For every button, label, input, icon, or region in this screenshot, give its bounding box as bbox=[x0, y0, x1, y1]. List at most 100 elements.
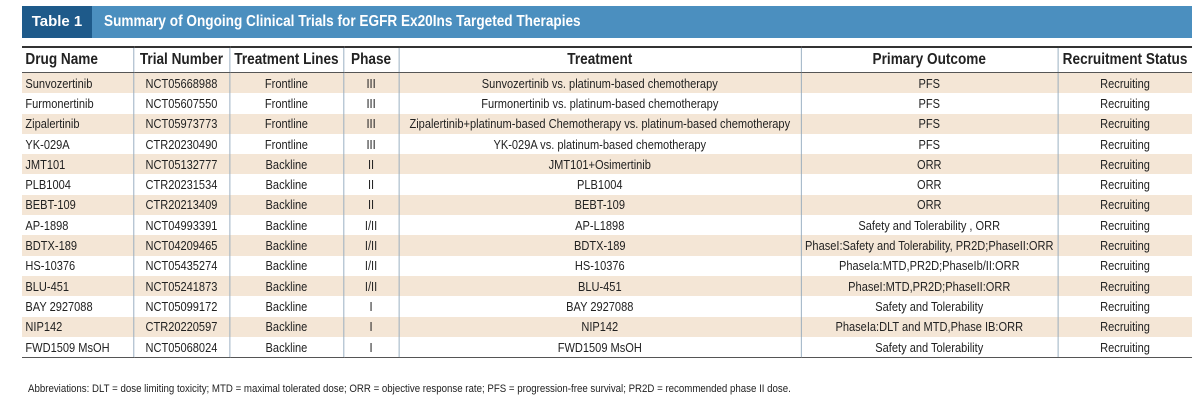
table-cell: Sunvozertinib vs. platinum-based chemoth… bbox=[398, 72, 801, 94]
table-cell: BLU-451 bbox=[22, 275, 134, 297]
table-row: BAY 2927088 NCT05099172 Backline I BAY 29270… bbox=[22, 296, 1193, 317]
table-cell: PFS bbox=[800, 93, 1058, 114]
table-cell: BEBT-109 bbox=[22, 194, 134, 216]
table-cell: II bbox=[342, 174, 399, 195]
column-header: Treatment bbox=[398, 46, 801, 73]
table-cell: ORR bbox=[800, 194, 1058, 216]
table-cell: PhaseIa:MTD,PR2D;PhaseIb/II:ORR bbox=[800, 255, 1058, 276]
table-cell: JMT101 bbox=[22, 154, 134, 175]
table-row: BDTX-189 NCT04209465 Backline I/II BDTX-189 P… bbox=[22, 235, 1193, 256]
table-cell: Frontline bbox=[229, 113, 344, 134]
table-cell: I/II bbox=[342, 215, 399, 236]
table-cell: NIP142 bbox=[398, 316, 801, 337]
table-cell: JMT101+Osimertinib bbox=[398, 154, 801, 175]
table-row: Zipalertinib NCT05973773 Frontline III Zipal… bbox=[22, 113, 1193, 134]
table-cell: Zipalertinib+platinum-based Chemotherapy… bbox=[398, 113, 801, 134]
table-cell: Frontline bbox=[229, 72, 344, 94]
table-row: Sunvozertinib NCT05668988 Frontline III Sunv… bbox=[22, 72, 1193, 94]
table-row: BLU-451 NCT05241873 Backline I/II BLU-451 Pha… bbox=[22, 275, 1193, 297]
table-cell: Recruiting bbox=[1057, 72, 1193, 94]
table-cell: II bbox=[342, 194, 399, 216]
table-cell: Recruiting bbox=[1057, 113, 1193, 134]
column-header: Phase bbox=[342, 46, 399, 73]
table-cell: YK-029A vs. platinum-based chemotherapy bbox=[398, 133, 801, 155]
table-cell: NCT04993391 bbox=[132, 215, 230, 236]
table-body: Sunvozertinib NCT05668988 Frontline III Sunv… bbox=[22, 72, 1193, 359]
footnote: Abbreviations: DLT = dose limiting toxic… bbox=[28, 383, 791, 395]
table-cell: BAY 2927088 bbox=[398, 296, 801, 317]
table-cell: Backline bbox=[229, 296, 344, 317]
table-cell: Recruiting bbox=[1057, 336, 1193, 359]
table-cell: PhaseIa:DLT and MTD,Phase IB:ORR bbox=[800, 316, 1058, 337]
table-cell: NCT05973773 bbox=[132, 113, 230, 134]
table-cell: NCT05607550 bbox=[132, 93, 230, 114]
table-cell: III bbox=[342, 72, 399, 94]
table-cell: ORR bbox=[800, 154, 1058, 175]
table-cell: Backline bbox=[229, 235, 344, 256]
table-cell: Recruiting bbox=[1057, 215, 1193, 236]
table-cell: Recruiting bbox=[1057, 255, 1193, 276]
table-cell: FWD1509 MsOH bbox=[398, 336, 801, 359]
table-row: Furmonertinib NCT05607550 Frontline III Furm… bbox=[22, 93, 1193, 114]
table-cell: PFS bbox=[800, 113, 1058, 134]
table-cell: Furmonertinib bbox=[25, 95, 94, 111]
table-cell: NIP142 bbox=[22, 316, 134, 337]
table-cell: FWD1509 MsOH bbox=[22, 336, 134, 359]
table-row: AP-1898 NCT04993391 Backline I/II AP-L1898 Sa… bbox=[22, 215, 1193, 236]
column-header: Recruitment Status bbox=[1057, 46, 1193, 73]
table-cell: NCT05068024 bbox=[132, 336, 230, 359]
table-cell: CTR20220597 bbox=[132, 316, 230, 337]
table-cell: PLB1004 bbox=[398, 174, 801, 195]
table-cell: Recruiting bbox=[1057, 133, 1193, 155]
table-cell: Frontline bbox=[229, 93, 344, 114]
title-bar: Table 1 Summary of Ongoing Clinical Tria… bbox=[22, 6, 1192, 38]
table-cell: NCT04209465 bbox=[132, 235, 230, 256]
table-row: NIP142 CTR20220597 Backline I NIP142 PhaseIa:… bbox=[22, 316, 1193, 337]
table-cell: Recruiting bbox=[1057, 174, 1193, 195]
table-cell: BEBT-109 bbox=[398, 194, 801, 216]
table-cell: BDTX-189 bbox=[398, 235, 801, 256]
table-cell: III bbox=[342, 133, 399, 155]
table-cell: PLB1004 bbox=[25, 177, 71, 193]
table-cell: NCT05241873 bbox=[132, 275, 230, 297]
table-cell: NCT05132777 bbox=[132, 154, 230, 175]
table-cell: I/II bbox=[342, 275, 399, 297]
table-label: Table 1 bbox=[22, 6, 92, 38]
table: Drug Name Trial Number Treatment Lines Phas… bbox=[22, 46, 1193, 359]
table-cell: Safety and Tolerability bbox=[800, 336, 1058, 359]
table-cell: I/II bbox=[342, 255, 399, 276]
column-header: Primary Outcome bbox=[800, 46, 1058, 73]
table-title: Summary of Ongoing Clinical Trials for E… bbox=[104, 13, 581, 30]
table-cell: III bbox=[342, 93, 399, 114]
column-header: Treatment Lines bbox=[229, 46, 344, 73]
table-cell: NCT05099172 bbox=[132, 296, 230, 317]
column-header: Trial Number bbox=[132, 46, 230, 73]
table-cell: PFS bbox=[800, 133, 1058, 155]
table-cell: NCT05435274 bbox=[132, 255, 230, 276]
table-cell: Backline bbox=[229, 255, 344, 276]
table-cell: I bbox=[342, 296, 399, 317]
table-cell: BAY 2927088 bbox=[25, 298, 93, 314]
table-cell: Backline bbox=[229, 174, 344, 195]
table-cell: Backline bbox=[229, 275, 344, 297]
table-cell: PhaseI:Safety and Tolerability, PR2D;Pha… bbox=[800, 235, 1058, 256]
table-cell: Backline bbox=[229, 194, 344, 216]
table-row: FWD1509 MsOH NCT05068024 Backline I FWD1509 … bbox=[22, 336, 1193, 359]
table-cell: II bbox=[342, 154, 399, 175]
table-row: PLB1004 CTR20231534 Backline II PLB1004 ORR Re… bbox=[22, 174, 1193, 195]
table-cell: Furmonertinib vs. platinum-based chemoth… bbox=[398, 93, 801, 114]
table-cell: III bbox=[342, 113, 399, 134]
table-cell: CTR20231534 bbox=[132, 174, 230, 195]
table-cell: Backline bbox=[229, 336, 344, 359]
table-cell: PFS bbox=[800, 72, 1058, 94]
table-cell: I bbox=[342, 336, 399, 359]
table-cell: Recruiting bbox=[1057, 194, 1193, 216]
table-cell: CTR20213409 bbox=[132, 194, 230, 216]
table-cell: Recruiting bbox=[1057, 235, 1193, 256]
table-cell: Recruiting bbox=[1057, 296, 1193, 317]
table-cell: CTR20230490 bbox=[132, 133, 230, 155]
table-cell: Backline bbox=[229, 215, 344, 236]
table-cell: AP-1898 bbox=[25, 217, 69, 233]
table-cell: YK-029A bbox=[25, 136, 70, 152]
